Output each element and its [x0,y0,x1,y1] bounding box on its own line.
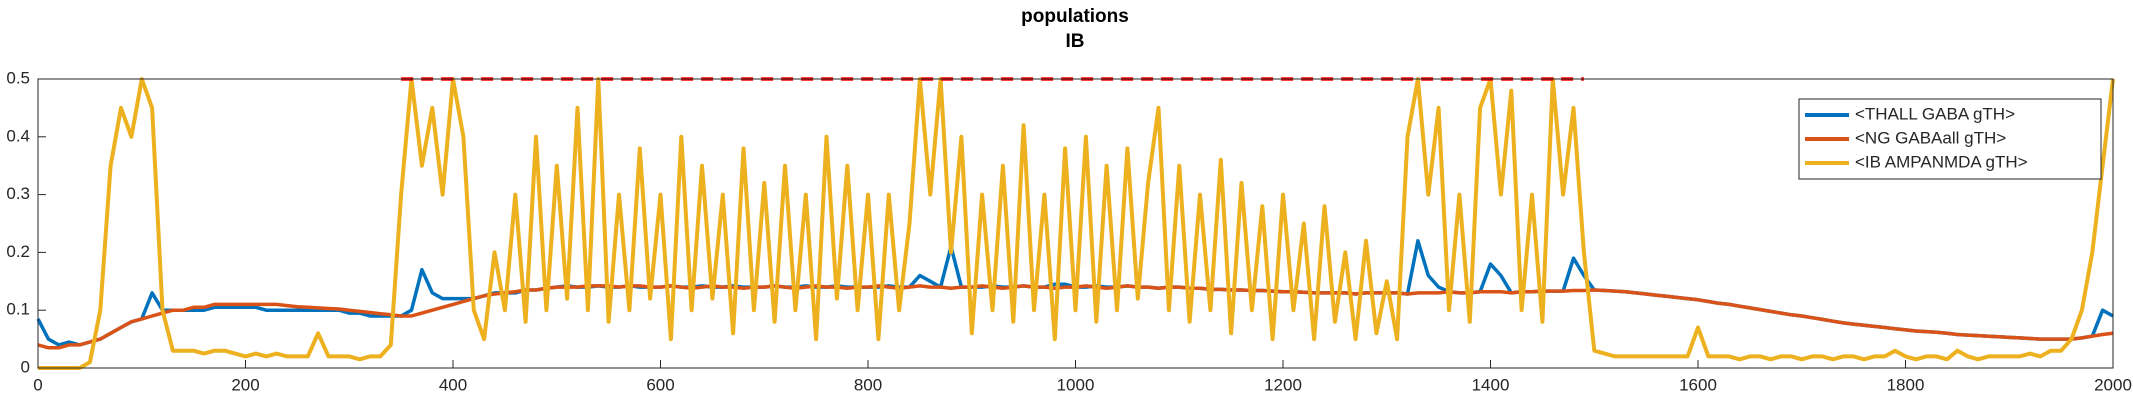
series-line [38,77,2115,370]
y-tick-label: 0.5 [6,68,30,87]
x-tick-label: 1000 [1057,375,1095,394]
legend-label: <IB AMPANMDA gTH> [1855,152,2028,171]
x-tick-label: 0 [33,375,42,394]
x-tick-label: 1800 [1887,375,1925,394]
chart-title: populations [1021,6,1129,27]
x-tick-label: 2000 [2094,375,2132,394]
y-tick-label: 0.2 [6,242,30,261]
x-tick-label: 600 [646,375,674,394]
y-tick-label: 0.3 [6,184,30,203]
x-tick-label: 1200 [1264,375,1302,394]
legend-label: <THALL GABA gTH> [1855,104,2015,123]
axes-box [37,78,2114,369]
y-tick-label: 0.1 [6,300,30,319]
x-tick-label: 800 [854,375,882,394]
legend-label: <NG GABAall gTH> [1855,128,2006,147]
y-tick-label: 0 [21,357,30,376]
x-tick-label: 200 [231,375,259,394]
x-tick-label: 400 [439,375,467,394]
x-tick-label: 1400 [1472,375,1510,394]
chart-subtitle: IB [1066,31,1085,52]
x-tick-label: 1600 [1679,375,1717,394]
y-tick-label: 0.4 [6,126,30,145]
legend-box [1798,98,2102,180]
